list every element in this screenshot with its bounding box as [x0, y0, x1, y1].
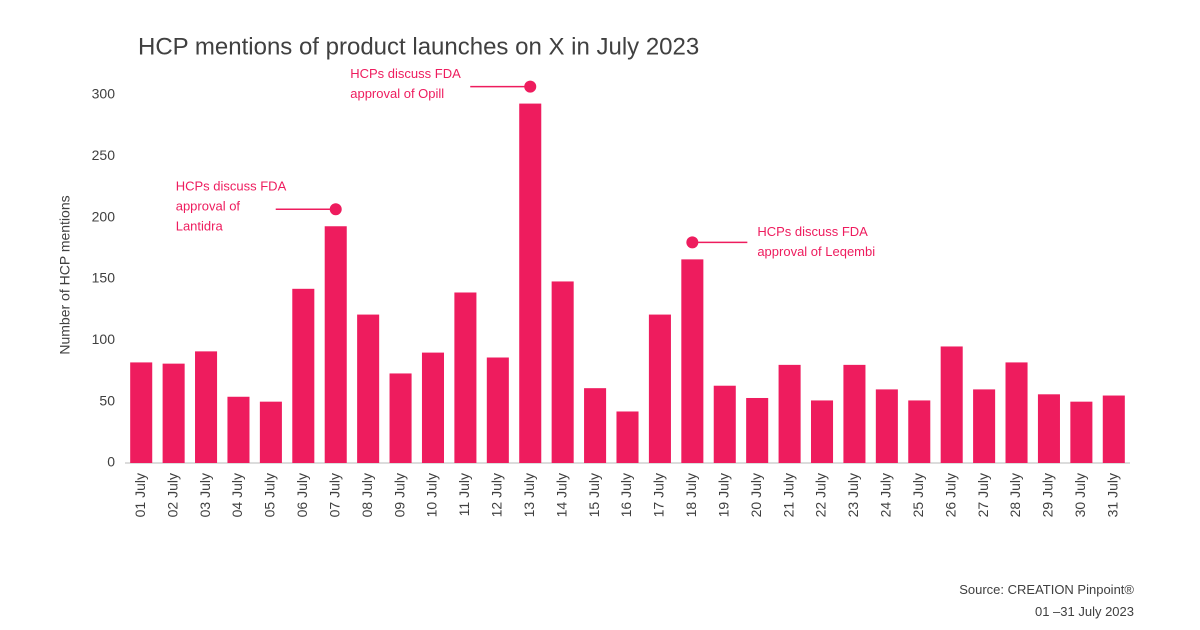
annotation-text: approval of Opill [350, 86, 444, 101]
x-tick-label: 16 July [618, 473, 634, 517]
bar [616, 411, 639, 463]
bar [1037, 394, 1060, 463]
chart-title: HCP mentions of product launches on X in… [138, 33, 699, 60]
annotation-text: approval of [176, 199, 241, 214]
x-tick-label: 06 July [294, 473, 310, 517]
bar [584, 388, 607, 463]
bar [162, 363, 185, 463]
bar [130, 362, 153, 463]
bar [195, 351, 218, 463]
annotation-text: approval of Leqembi [757, 244, 875, 259]
source-date: 01 –31 July 2023 [1035, 604, 1134, 619]
bar [324, 226, 347, 463]
source: Source: CREATION Pinpoint® [959, 582, 1134, 597]
x-tick-label: 30 July [1072, 473, 1088, 517]
x-tick-label: 04 July [229, 473, 245, 517]
annotation-text: HCPs discuss FDA [350, 66, 461, 81]
x-tick-label: 25 July [910, 473, 926, 517]
bar [810, 400, 834, 463]
y-tick-label: 0 [107, 454, 115, 470]
bar [778, 364, 801, 463]
x-tick-label: 23 July [845, 473, 861, 517]
x-tick-label: 13 July [521, 473, 537, 517]
bar [746, 397, 769, 463]
x-tick-label: 24 July [878, 473, 894, 517]
y-tick-label: 50 [99, 392, 115, 408]
x-tick-label: 29 July [1040, 473, 1056, 517]
x-tick-label: 07 July [326, 473, 342, 517]
bar [908, 400, 931, 463]
annotation-text: Lantidra [176, 219, 224, 234]
bar [843, 364, 866, 463]
x-tick-label: 08 July [359, 473, 375, 517]
bar [389, 373, 412, 463]
x-tick-label: 26 July [942, 473, 958, 517]
bar [713, 385, 736, 463]
y-tick-label: 100 [92, 331, 116, 347]
bar [1102, 395, 1125, 463]
x-tick-label: 03 July [197, 473, 213, 517]
bar [454, 292, 477, 463]
bar [681, 259, 704, 463]
bar [973, 389, 996, 463]
bar [486, 357, 509, 463]
y-axis-label: Number of HCP mentions [57, 195, 73, 354]
x-tick-label: 27 July [975, 473, 991, 517]
bar [551, 281, 574, 463]
annotation-text: HCPs discuss FDA [176, 179, 287, 194]
x-tick-label: 01 July [132, 473, 148, 517]
x-tick-label: 09 July [391, 473, 407, 517]
bar [519, 103, 542, 463]
bar [648, 314, 671, 463]
x-tick-label: 28 July [1007, 473, 1023, 517]
bar [227, 396, 250, 463]
bar [875, 389, 898, 463]
x-tick-label: 31 July [1104, 473, 1120, 517]
x-tick-label: 17 July [651, 473, 667, 517]
x-tick-label: 05 July [262, 473, 278, 517]
bar [1070, 401, 1093, 463]
bar [940, 346, 963, 463]
x-tick-label: 15 July [586, 473, 602, 517]
bar [292, 288, 315, 463]
x-tick-label: 19 July [715, 473, 731, 517]
x-tick-label: 14 July [553, 473, 569, 517]
x-tick-label: 10 July [424, 473, 440, 517]
x-tick-label: 22 July [813, 473, 829, 517]
x-tick-label: 11 July [456, 473, 472, 516]
bar [421, 352, 445, 463]
x-tick-label: 21 July [780, 473, 796, 517]
x-tick-label: 12 July [489, 473, 505, 517]
x-tick-label: 18 July [683, 473, 699, 517]
y-tick-label: 150 [92, 270, 116, 286]
x-tick-label: 20 July [748, 473, 764, 517]
bar [1005, 362, 1028, 463]
y-tick-label: 250 [92, 147, 116, 163]
annotation-text: HCPs discuss FDA [757, 224, 868, 239]
y-tick-label: 200 [92, 208, 116, 224]
bar [357, 314, 380, 463]
y-tick-label: 300 [92, 86, 116, 102]
bar [259, 401, 282, 463]
x-tick-label: 02 July [164, 473, 180, 517]
